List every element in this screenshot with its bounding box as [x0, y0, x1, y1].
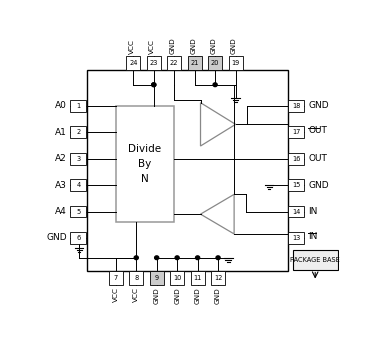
Bar	[70, 232, 86, 244]
Text: 24: 24	[129, 60, 138, 66]
Text: Divide
By
N: Divide By N	[129, 144, 162, 184]
Bar	[70, 153, 86, 165]
Polygon shape	[201, 103, 236, 146]
Bar	[288, 153, 304, 165]
Text: GND: GND	[170, 37, 176, 54]
Text: GND: GND	[174, 287, 180, 304]
Text: 19: 19	[231, 60, 240, 66]
Bar	[288, 205, 304, 217]
Bar	[147, 56, 161, 70]
Bar	[70, 100, 86, 112]
Circle shape	[196, 256, 200, 260]
Text: VCC: VCC	[129, 39, 135, 54]
Text: 7: 7	[113, 275, 118, 281]
Text: OUT: OUT	[308, 127, 327, 135]
Text: 14: 14	[292, 209, 300, 214]
Text: PACKAGE BASE: PACKAGE BASE	[290, 257, 340, 263]
Text: 11: 11	[193, 275, 202, 281]
Bar	[211, 271, 225, 285]
Bar	[188, 56, 202, 70]
Bar	[70, 179, 86, 191]
Bar	[228, 56, 242, 70]
Bar	[167, 56, 181, 70]
Text: A0: A0	[55, 102, 67, 110]
Text: 10: 10	[173, 275, 181, 281]
Bar	[208, 56, 222, 70]
Bar	[70, 126, 86, 138]
Bar	[129, 271, 143, 285]
Text: OUT: OUT	[308, 154, 327, 163]
Bar	[288, 179, 304, 191]
Text: 5: 5	[76, 209, 81, 214]
Text: GND: GND	[46, 234, 67, 243]
Text: GND: GND	[190, 37, 196, 54]
Text: 9: 9	[155, 275, 159, 281]
Text: 17: 17	[292, 129, 300, 135]
Bar	[191, 271, 205, 285]
Bar	[70, 205, 86, 217]
Circle shape	[152, 83, 156, 86]
Circle shape	[152, 83, 156, 86]
Text: IN: IN	[308, 232, 317, 241]
Text: 1: 1	[76, 103, 80, 109]
Text: 13: 13	[292, 235, 300, 241]
Text: 3: 3	[76, 156, 80, 162]
Bar	[116, 106, 174, 222]
Bar	[288, 100, 304, 112]
Circle shape	[216, 256, 220, 260]
Text: GND: GND	[154, 287, 160, 304]
Text: GND: GND	[211, 37, 217, 54]
Text: A3: A3	[55, 181, 67, 190]
Text: 4: 4	[76, 182, 81, 188]
Text: A4: A4	[55, 207, 67, 216]
Text: 2: 2	[76, 129, 81, 135]
Bar	[126, 56, 140, 70]
Text: 22: 22	[170, 60, 178, 66]
Bar	[87, 70, 288, 271]
Circle shape	[155, 256, 159, 260]
Text: VCC: VCC	[149, 39, 155, 54]
Polygon shape	[201, 194, 234, 234]
Bar	[109, 271, 123, 285]
Bar	[293, 250, 338, 270]
Text: 15: 15	[292, 182, 300, 188]
Bar	[150, 271, 164, 285]
Text: GND: GND	[308, 102, 329, 110]
Bar	[288, 232, 304, 244]
Bar	[288, 126, 304, 138]
Text: 20: 20	[211, 60, 219, 66]
Text: IN: IN	[308, 207, 317, 216]
Text: 6: 6	[76, 235, 81, 241]
Text: 12: 12	[214, 275, 222, 281]
Text: 16: 16	[292, 156, 300, 162]
Bar	[170, 271, 184, 285]
Text: GND: GND	[231, 37, 237, 54]
Text: GND: GND	[195, 287, 201, 304]
Text: VCC: VCC	[133, 287, 139, 302]
Text: 8: 8	[134, 275, 138, 281]
Text: A2: A2	[55, 154, 67, 163]
Text: GND: GND	[215, 287, 221, 304]
Circle shape	[213, 83, 217, 86]
Circle shape	[134, 256, 138, 260]
Text: 18: 18	[292, 103, 300, 109]
Text: A1: A1	[55, 128, 67, 137]
Circle shape	[175, 256, 179, 260]
Text: 23: 23	[150, 60, 158, 66]
Text: 21: 21	[190, 60, 199, 66]
Text: GND: GND	[308, 181, 329, 190]
Text: VCC: VCC	[113, 287, 119, 302]
